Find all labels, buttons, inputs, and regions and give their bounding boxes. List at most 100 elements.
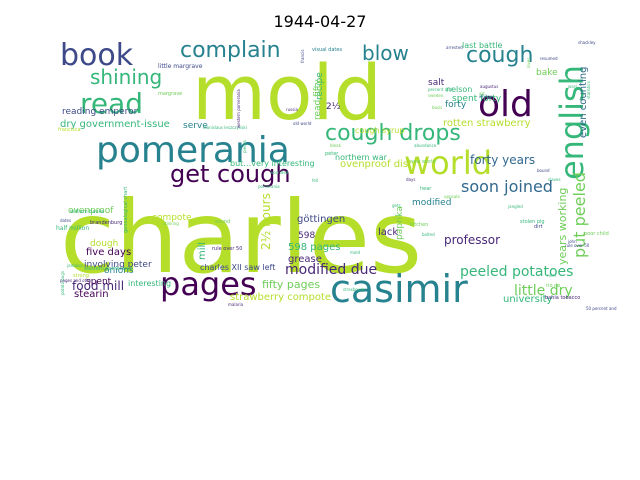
cloud-word: even counting bbox=[578, 67, 589, 138]
cloud-word: read bbox=[80, 87, 143, 120]
cloud-word: little margrave bbox=[158, 63, 203, 70]
cloud-word: modified due bbox=[285, 262, 377, 278]
cloud-word: strawberry compote bbox=[230, 292, 331, 303]
cloud-word: fell bbox=[312, 178, 318, 183]
cloud-word: jangled bbox=[507, 204, 523, 209]
cloud-word: shackley bbox=[578, 40, 596, 45]
cloud-word: strasbourg bbox=[343, 287, 365, 292]
cloud-word: soon joined bbox=[461, 177, 553, 196]
cloud-word: mold bbox=[192, 48, 382, 137]
cloud-word: mill bbox=[197, 242, 208, 260]
cloud-word: visual dates bbox=[312, 47, 342, 53]
cloud-word: dry government-issue bbox=[60, 119, 170, 130]
cloud-word: lack bbox=[378, 227, 398, 238]
cloud-word: malaria bbox=[228, 302, 244, 307]
cloud-word: involving peter bbox=[84, 260, 152, 270]
cloud-word: poor child bbox=[584, 231, 609, 237]
cloud-word: john bbox=[567, 239, 577, 244]
cloud-word: 598 pages bbox=[288, 242, 340, 253]
cloud-word: modified bbox=[412, 198, 451, 208]
cloud-word: but…very interesting bbox=[230, 159, 315, 168]
cloud-word: pages and other bbox=[60, 278, 93, 283]
cloud-word: last battle bbox=[462, 41, 502, 50]
cloud-word: sweden bbox=[428, 93, 444, 98]
cloud-word: little dry bbox=[514, 283, 573, 299]
cloud-word: forty bbox=[445, 100, 467, 110]
cloud-word: william bauke bbox=[70, 209, 104, 215]
cloud-word: stolen pig bbox=[520, 219, 545, 225]
cloud-word: old bbox=[478, 84, 533, 125]
cloud-word: stanislaus leszczyński bbox=[203, 125, 247, 130]
cloud-word: rule over 50 bbox=[212, 246, 242, 252]
cloud-word: professor bbox=[444, 233, 500, 247]
word-layer: charlesmoldpomeraniacasimirpagesoldworld… bbox=[56, 38, 617, 311]
cloud-word: percent and bbox=[428, 87, 453, 92]
cloud-word: 50 percent and bbox=[586, 306, 617, 311]
cloud-word: river bbox=[547, 273, 557, 278]
cloud-word: peter bbox=[325, 151, 339, 157]
cloud-word: bound bbox=[537, 168, 550, 173]
cloud-word: wounded bbox=[270, 170, 289, 175]
cloud-word: göttingen bbox=[297, 214, 345, 225]
cloud-word: pomerania bbox=[258, 184, 280, 189]
cloud-word: western pomerania bbox=[84, 266, 132, 272]
cloud-word: ovenproof bbox=[68, 206, 114, 216]
cloud-word: charles bbox=[60, 179, 422, 296]
cloud-word: stearin bbox=[74, 289, 109, 300]
cloud-word: years working bbox=[556, 188, 569, 265]
cloud-word: western pomerania bbox=[236, 89, 241, 128]
cloud-word: kitchen bbox=[410, 222, 428, 228]
cloud-word: get cough bbox=[170, 160, 291, 188]
cloud-word: pages bbox=[160, 265, 257, 303]
cloud-word: shining bbox=[90, 65, 162, 89]
cloud-word: genealogical chart bbox=[123, 187, 129, 233]
cloud-word: english bbox=[553, 65, 591, 180]
cloud-word: gets bbox=[392, 203, 401, 208]
cloud-word: spent bbox=[86, 277, 112, 287]
cloud-word: sound bbox=[215, 219, 230, 225]
cloud-word: basis bbox=[432, 105, 442, 110]
cloud-word: pomerania bbox=[96, 130, 290, 171]
cloud-word: fifty pages bbox=[262, 278, 320, 291]
cloud-word: slaves bbox=[548, 177, 561, 182]
cloud-word: book bbox=[60, 38, 134, 73]
cloud-word: stinking bbox=[163, 221, 179, 226]
cloud-word: salt bbox=[428, 78, 445, 88]
cloud-word: paprika bbox=[395, 206, 405, 240]
cloud-word: rotten strawberry bbox=[443, 118, 531, 129]
cloud-word: dough bbox=[90, 239, 118, 249]
cloud-word: ovenproof dish bbox=[340, 159, 414, 170]
cloud-word: five days bbox=[86, 247, 131, 258]
cloud-word: recipe bbox=[315, 72, 325, 100]
cloud-word: interesting bbox=[128, 279, 171, 288]
cloud-word: bahia tobacco bbox=[545, 295, 580, 301]
cloud-word: casimir bbox=[330, 267, 468, 311]
cloud-word: days bbox=[406, 177, 415, 182]
cloud-word: strong bbox=[73, 273, 89, 279]
cloud-word: old world bbox=[293, 121, 312, 126]
cloud-word: northern war bbox=[335, 153, 388, 162]
cloud-word: jamaica bbox=[66, 263, 83, 268]
cloud-word: dirt bbox=[534, 224, 543, 230]
cloud-word: wars bbox=[568, 84, 577, 89]
cloud-word: uppsala bbox=[444, 194, 460, 199]
cloud-word: augustus bbox=[480, 84, 498, 89]
cloud-word: arrested bbox=[446, 45, 463, 50]
cloud-word: mold bbox=[350, 250, 360, 255]
cloud-word: francis bbox=[300, 50, 305, 63]
cloud-word: pieces bbox=[242, 140, 247, 153]
cloud-word: onions bbox=[104, 266, 134, 276]
cloud-word: spent forty bbox=[452, 94, 502, 104]
cloud-word: serve bbox=[183, 121, 208, 131]
cloud-word: dates bbox=[60, 218, 71, 223]
cloud-word: potato bugs bbox=[60, 271, 65, 295]
cloud-word: 2½ hours bbox=[259, 193, 273, 250]
cloud-word: forty years bbox=[470, 153, 535, 167]
cloud-word: whites bbox=[479, 94, 492, 99]
cloud-word: cough drops bbox=[325, 121, 461, 146]
cloud-word: bolted bbox=[422, 232, 435, 237]
cloud-word: margrave bbox=[158, 91, 182, 97]
cloud-word: 2½ bbox=[326, 102, 341, 112]
cloud-word: 598 bbox=[298, 231, 315, 241]
